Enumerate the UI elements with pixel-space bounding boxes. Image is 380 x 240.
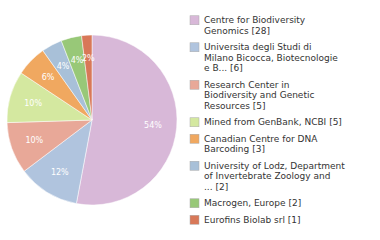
legend-item: Mined from GenBank, NCBI [5]	[190, 117, 342, 127]
legend-label: Research Center inBiodiversity and Genet…	[204, 80, 314, 111]
legend-label-line: Resources [5]	[204, 101, 266, 111]
legend-swatch	[190, 80, 199, 89]
data-label: 10%	[25, 136, 43, 145]
legend-swatch	[190, 199, 199, 208]
legend-label: Canadian Centre for DNABarcoding [3]	[204, 134, 318, 155]
data-label: 4%	[57, 62, 70, 71]
legend-swatch	[190, 16, 199, 25]
legend-swatch	[190, 215, 199, 224]
chart: 54%12%10%10%6%4%4%2%Centre for Biodivers…	[0, 0, 380, 240]
legend-label: Mined from GenBank, NCBI [5]	[204, 117, 342, 127]
legend-swatch	[190, 118, 199, 127]
legend-swatch	[190, 161, 199, 170]
legend-label-line: Centre for Biodiversity	[204, 15, 306, 25]
data-label: 10%	[24, 99, 42, 108]
legend-label-line: Universita degli Studi di	[204, 42, 312, 52]
legend-label-line: Eurofins Biolab srl [1]	[204, 215, 301, 225]
legend-item: Centre for BiodiversityGenomics [28]	[190, 15, 306, 36]
data-label: 12%	[51, 168, 69, 177]
pie-slice	[82, 35, 92, 120]
legend-label-line: Macrogen, Europe [2]	[204, 198, 301, 208]
legend-label: Macrogen, Europe [2]	[204, 198, 301, 208]
pie-slice	[61, 36, 92, 120]
legend-label-line: e B... [6]	[204, 63, 243, 73]
legend-label: Centre for BiodiversityGenomics [28]	[204, 15, 306, 36]
legend-label: Universita degli Studi diMilano Bicocca,…	[204, 42, 338, 73]
legend-swatch	[190, 43, 199, 52]
legend-item: Universita degli Studi diMilano Bicocca,…	[190, 42, 338, 73]
legend-item: Macrogen, Europe [2]	[190, 198, 301, 208]
legend-label-line: ... [2]	[204, 182, 228, 192]
data-label: 6%	[42, 73, 55, 82]
legend-item: University of Lodz, Departmentof Inverte…	[190, 161, 345, 192]
legend-label-line: Genomics [28]	[204, 26, 270, 36]
legend: Centre for BiodiversityGenomics [28] Univ…	[190, 15, 345, 225]
legend-label-line: Mined from GenBank, NCBI [5]	[204, 117, 342, 127]
legend-label-line: Biodiversity and Genetic	[204, 90, 314, 100]
legend-label-line: Research Center in	[204, 80, 290, 90]
pie-slice	[7, 120, 92, 171]
legend-swatch	[190, 134, 199, 143]
legend-item: Canadian Centre for DNABarcoding [3]	[190, 134, 318, 155]
data-label: 54%	[144, 121, 162, 130]
legend-label-line: Milano Bicocca, Biotecnologie	[204, 53, 338, 63]
legend-label-line: of Invertebrate Zoology and	[204, 171, 330, 181]
data-label: 2%	[82, 54, 95, 63]
legend-label-line: Barcoding [3]	[204, 144, 265, 154]
legend-label-line: Canadian Centre for DNA	[204, 134, 318, 144]
legend-label: Eurofins Biolab srl [1]	[204, 215, 301, 225]
legend-label: University of Lodz, Departmentof Inverte…	[204, 161, 345, 192]
legend-label-line: University of Lodz, Department	[204, 161, 345, 171]
pie: 54%12%10%10%6%4%4%2%	[7, 35, 177, 205]
legend-item: Eurofins Biolab srl [1]	[190, 215, 301, 225]
legend-item: Research Center inBiodiversity and Genet…	[190, 80, 314, 111]
